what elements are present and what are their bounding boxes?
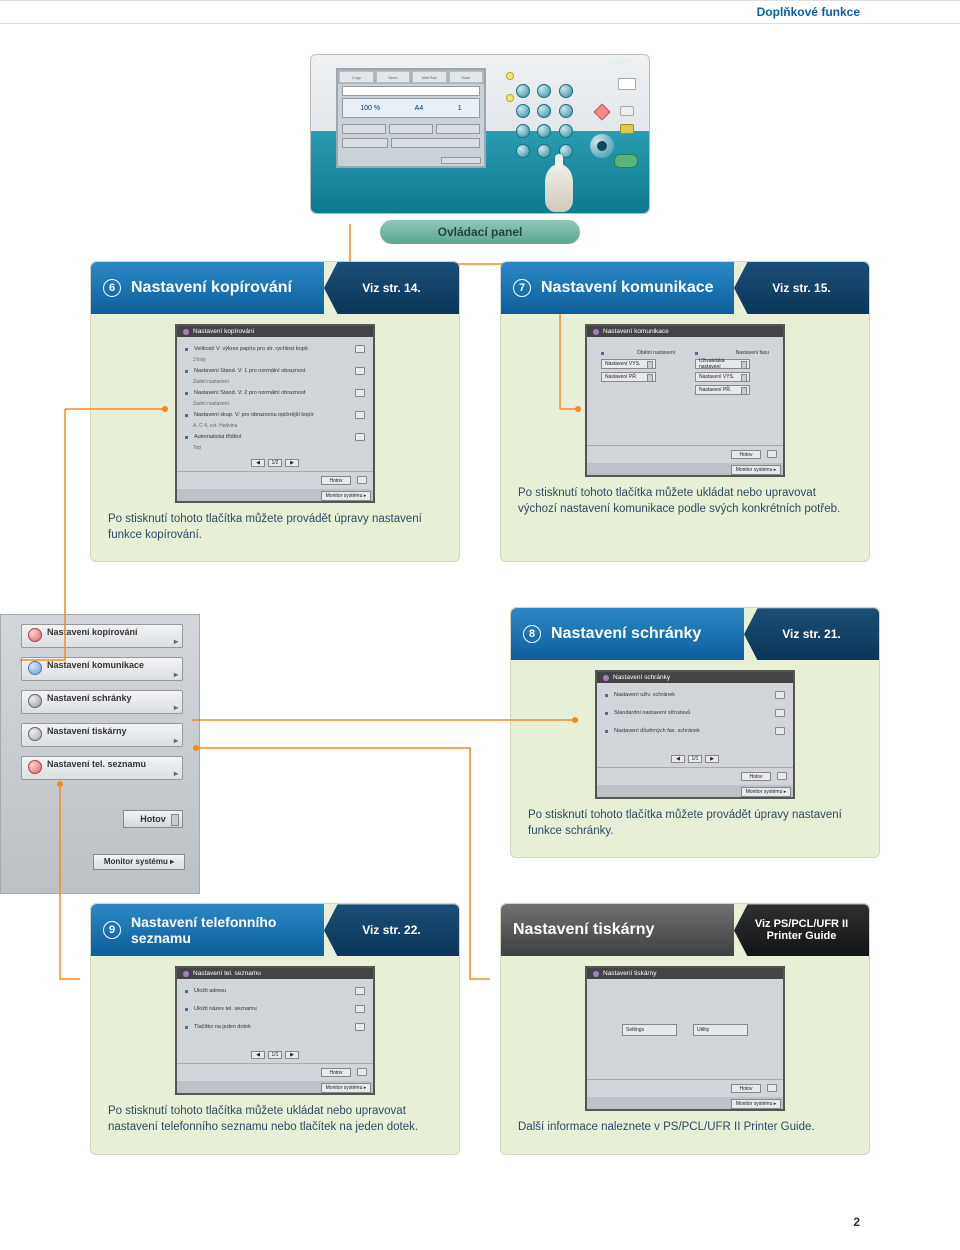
mini-title: Nastavení tiskárny [587,968,783,979]
mini-row-label: Nastavení skup. V: pro obrazovou opičněj… [194,412,351,418]
step-number: 6 [103,279,121,297]
done-button[interactable]: Hotov [321,1068,351,1077]
control-panel-illustration: Copy Send Mail Box Scan 100 % A4 1 ON/OF… [310,54,650,214]
screen-tab: Mail Box [412,71,447,83]
col-label: Obětní nastavení [637,350,675,356]
section-title: Doplňkové funkce [757,5,860,19]
mini-row-sub: Zadní nastavení [193,379,365,385]
monitor-button[interactable]: Monitor systému ▸ [741,787,791,797]
mini-row-label: Nastavení důvěrných fax. schránek [614,728,771,734]
mini-row-sub: Top [193,445,365,451]
card-communication-settings: 7 Nastavení komunikace Viz str. 15. Nast… [500,261,870,562]
mini-row-label: Uložit adresu [194,988,351,994]
numeric-keypad [516,84,574,158]
mini-row-label: Nastavení Stand. V: 1 pro normální obraz… [194,368,351,374]
monitor-button[interactable]: Monitor systému ▸ [321,1083,371,1093]
mini-screenshot: Nastavení kopírování Velikost/ V: výkres… [175,324,375,503]
mini-title: Nastavení tel. seznamu [177,968,373,979]
control-panel-label: Ovládací panel [380,220,580,244]
step-number: 8 [523,625,541,643]
page-ref: Viz str. 14. [324,262,459,314]
card-description: Po stisknutí tohoto tlačítka můžete prov… [526,799,864,839]
card-mailbox-settings: 8 Nastavení schránky Viz str. 21. Nastav… [510,607,880,858]
step-number: 9 [103,921,121,939]
setting-button[interactable]: Nastavení VYS. [695,372,750,382]
card-title: Nastavení kopírování [131,279,292,297]
mini-screenshot: Nastavení tel. seznamu Uložit adresu Ulo… [175,966,375,1095]
card-printer-settings: Nastavení tiskárny Viz PS/PCL/UFR II Pri… [500,903,870,1154]
mini-row-label: Automatická třídění [194,434,351,440]
menu-item-addressbook-settings[interactable]: Nastavení tel. seznamu [21,756,183,780]
hand-icon [545,164,573,212]
card-description: Po stisknutí tohoto tlačítka můžete uklá… [106,1095,444,1135]
step-number: 7 [513,279,531,297]
card-title: Nastavení telefonního seznamu [131,914,312,946]
mini-row-label: Velikost/ V: výkres papíru pro str. rych… [194,346,351,352]
mini-screenshot: Nastavení schránky Nastavení uživ. schrá… [595,670,795,799]
done-button[interactable]: Hotov [123,810,183,828]
dial-wheel-icon [590,134,614,158]
zoom-value: 100 % [360,105,380,112]
screen-tab: Copy [339,71,374,83]
card-addressbook-settings: 9 Nastavení telefonního seznamu Viz str.… [90,903,460,1154]
page-ref: Viz PS/PCL/UFR II Printer Guide [734,904,869,956]
done-button[interactable]: Hotov [731,450,761,459]
card-copy-settings: 6 Nastavení kopírování Viz str. 14. Nast… [90,261,460,562]
mini-title: Nastavení kopírování [177,326,373,337]
menu-item-communication-settings[interactable]: Nastavení komunikace [21,657,183,681]
page-ref: Viz str. 21. [744,608,879,660]
setting-button[interactable]: Uživatelská nastavení [695,359,750,369]
copy-count: 1 [458,105,462,112]
page-ref: Viz str. 15. [734,262,869,314]
screen-tab: Send [376,71,411,83]
mini-row-label: Tlačítko na jeden dotek [194,1024,351,1030]
mini-row-sub: Zadní nastavení [193,401,365,407]
card-description: Další informace naleznete v PS/PCL/UFR I… [516,1111,854,1135]
setting-button[interactable]: Nastavení VYS. [601,359,656,369]
card-title: Nastavení tiskárny [513,921,654,939]
card-title: Nastavení schránky [551,625,701,643]
menu-item-copy-settings[interactable]: Nastavení kopírování [21,624,183,648]
system-monitor-button[interactable]: Monitor systému ▸ [93,854,185,870]
page-ref: Viz str. 22. [324,904,459,956]
mini-title: Nastavení komunikace [587,326,783,337]
card-description: Po stisknutí tohoto tlačítka můžete uklá… [516,477,854,517]
done-button[interactable]: Hotov [731,1084,761,1093]
pager: 1/2 [268,459,282,467]
mini-row-sub: A, C 4, ext. Hedvina [193,423,365,429]
col-label: Nastavení faxu [736,350,769,356]
mini-row-sub: 3 listy [193,357,365,363]
setting-button[interactable]: Nastavení PŘ. [601,372,656,382]
printer-utility-button[interactable]: Utility [693,1024,748,1036]
control-panel-screen: Copy Send Mail Box Scan 100 % A4 1 [336,68,486,168]
monitor-button[interactable]: Monitor systému ▸ [321,491,371,501]
done-button[interactable]: Hotov [741,772,771,781]
setting-button[interactable]: Nastavení PŘ. [695,385,750,395]
menu-item-printer-settings[interactable]: Nastavení tiskárny [21,723,183,747]
mini-row-label: Uložit název tel. seznamu [194,1006,351,1012]
printer-settings-button[interactable]: Settings [622,1024,677,1036]
mini-row-label: Standardní nastavení síťostavů [614,710,771,716]
card-title: Nastavení komunikace [541,279,714,297]
mini-screenshot: Nastavení tiskárny Settings Utility Hoto… [585,966,785,1111]
menu-item-mailbox-settings[interactable]: Nastavení schránky [21,690,183,714]
mini-row-label: Nastavení uživ. schránek [614,692,771,698]
pager: 1/1 [688,755,702,763]
monitor-button[interactable]: Monitor systému ▸ [731,465,781,475]
page-number: 2 [0,1215,960,1239]
paper-size: A4 [415,105,424,112]
onoff-label: ON/OFF [609,60,632,66]
done-button[interactable]: Hotov [321,476,351,485]
screen-tab: Scan [449,71,484,83]
mini-row-label: Nastavení Stand. V: 2 pro normální obraz… [194,390,351,396]
page: Copy Send Mail Box Scan 100 % A4 1 ON/OF… [0,24,960,1215]
mini-title: Nastavení schránky [597,672,793,683]
card-description: Po stisknutí tohoto tlačítka můžete prov… [106,503,444,543]
mini-screenshot: Nastavení komunikace Obětní nastavení Na… [585,324,785,477]
pager: 1/1 [268,1051,282,1059]
monitor-button[interactable]: Monitor systému ▸ [731,1099,781,1109]
device-settings-panel: Nastavení kopírování Nastavení komunikac… [0,614,200,894]
